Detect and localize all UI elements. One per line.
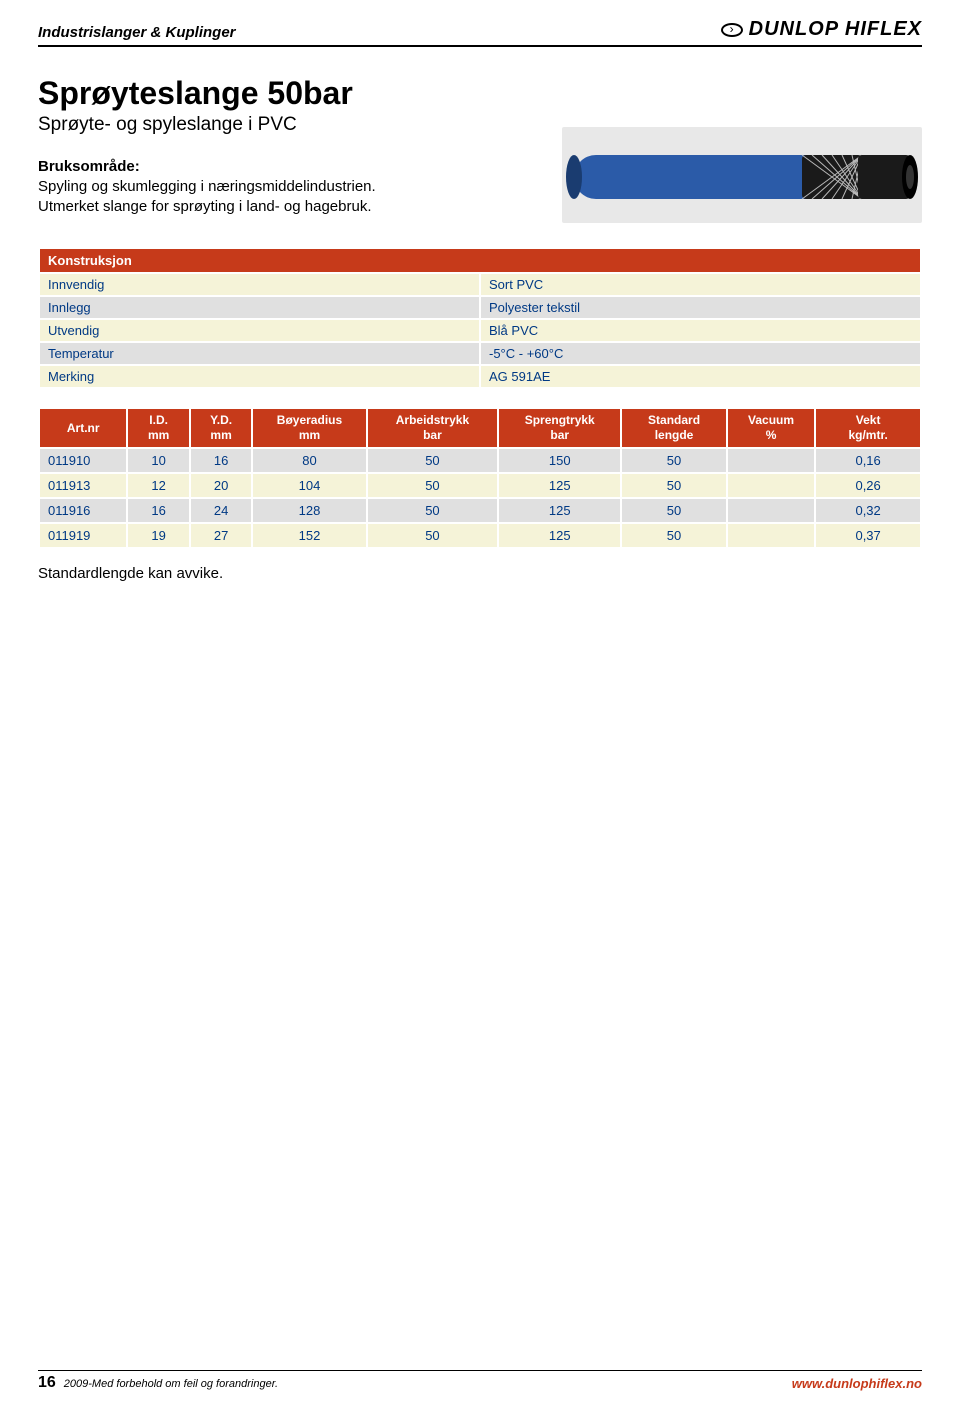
table-cell: 125: [499, 499, 620, 522]
table-row: 011919192715250125500,37: [40, 524, 920, 547]
construction-table: Konstruksjon InnvendigSort PVCInnleggPol…: [38, 247, 922, 389]
page-subtitle: Sprøyte- og spyleslange i PVC: [38, 114, 562, 136]
page-number: 16: [38, 1374, 56, 1392]
table-cell: 16: [128, 499, 188, 522]
table-cell: [728, 474, 814, 497]
construction-row: UtvendigBlå PVC: [40, 320, 920, 341]
table-cell: 50: [622, 524, 726, 547]
data-column-header: Y.D.mm: [191, 409, 251, 447]
data-table: Art.nrI.D.mmY.D.mmBøyeradiusmmArbeidstry…: [38, 407, 922, 549]
page-footer: 16 2009-Med forbehold om feil og forandr…: [38, 1370, 922, 1392]
table-cell: 80: [253, 449, 365, 472]
construction-value: Sort PVC: [481, 274, 920, 295]
page-header: Industrislanger & Kuplinger DUNLOP HIFLE…: [38, 18, 922, 47]
table-cell: 20: [191, 474, 251, 497]
table-cell: 50: [622, 499, 726, 522]
footer-url: www.dunlophiflex.no: [792, 1376, 922, 1391]
table-cell: 011916: [40, 499, 126, 522]
table-cell: 50: [368, 524, 498, 547]
construction-label: Innvendig: [40, 274, 479, 295]
construction-value: -5°C - +60°C: [481, 343, 920, 364]
table-row: 01191010168050150500,16: [40, 449, 920, 472]
table-cell: 10: [128, 449, 188, 472]
table-cell: 011913: [40, 474, 126, 497]
construction-label: Utvendig: [40, 320, 479, 341]
table-row: 011916162412850125500,32: [40, 499, 920, 522]
table-cell: 50: [368, 474, 498, 497]
table-cell: [728, 524, 814, 547]
table-cell: 50: [622, 474, 726, 497]
construction-label: Merking: [40, 366, 479, 387]
brand-text: DUNLOP HIFLEX: [749, 18, 922, 41]
construction-label: Temperatur: [40, 343, 479, 364]
construction-header: Konstruksjon: [40, 249, 920, 272]
data-column-header: I.D.mm: [128, 409, 188, 447]
table-cell: 125: [499, 524, 620, 547]
table-cell: 50: [368, 499, 498, 522]
table-cell: 150: [499, 449, 620, 472]
data-column-header: Standardlengde: [622, 409, 726, 447]
construction-row: InnleggPolyester tekstil: [40, 297, 920, 318]
table-cell: 0,32: [816, 499, 920, 522]
table-cell: 50: [622, 449, 726, 472]
hose-illustration: [562, 127, 922, 223]
table-cell: 011919: [40, 524, 126, 547]
usage-text: Spyling og skumlegging i næringsmiddelin…: [38, 177, 398, 218]
table-cell: 19: [128, 524, 188, 547]
table-cell: 0,16: [816, 449, 920, 472]
footnote: Standardlengde kan avvike.: [38, 565, 922, 582]
section-title: Industrislanger & Kuplinger: [38, 24, 236, 41]
table-row: 011913122010450125500,26: [40, 474, 920, 497]
table-cell: 12: [128, 474, 188, 497]
table-cell: 16: [191, 449, 251, 472]
brand-logo: DUNLOP HIFLEX: [721, 18, 922, 41]
construction-row: MerkingAG 591AE: [40, 366, 920, 387]
brand-icon: [721, 23, 743, 37]
page-title: Sprøyteslange 50bar: [38, 75, 562, 112]
table-cell: 128: [253, 499, 365, 522]
construction-row: InnvendigSort PVC: [40, 274, 920, 295]
data-column-header: Art.nr: [40, 409, 126, 447]
data-column-header: Vektkg/mtr.: [816, 409, 920, 447]
usage-label: Bruksområde:: [38, 158, 562, 175]
construction-value: Blå PVC: [481, 320, 920, 341]
table-cell: [728, 449, 814, 472]
table-cell: 152: [253, 524, 365, 547]
table-cell: 27: [191, 524, 251, 547]
data-column-header: Arbeidstrykkbar: [368, 409, 498, 447]
table-cell: 24: [191, 499, 251, 522]
table-cell: [728, 499, 814, 522]
table-cell: 50: [368, 449, 498, 472]
table-cell: 0,37: [816, 524, 920, 547]
data-column-header: Vacuum%: [728, 409, 814, 447]
table-cell: 104: [253, 474, 365, 497]
footer-note: 2009-Med forbehold om feil og forandring…: [64, 1378, 278, 1390]
table-cell: 0,26: [816, 474, 920, 497]
data-column-header: Bøyeradiusmm: [253, 409, 365, 447]
construction-label: Innlegg: [40, 297, 479, 318]
construction-value: AG 591AE: [481, 366, 920, 387]
construction-row: Temperatur-5°C - +60°C: [40, 343, 920, 364]
table-cell: 011910: [40, 449, 126, 472]
table-cell: 125: [499, 474, 620, 497]
data-column-header: Sprengtrykkbar: [499, 409, 620, 447]
construction-value: Polyester tekstil: [481, 297, 920, 318]
